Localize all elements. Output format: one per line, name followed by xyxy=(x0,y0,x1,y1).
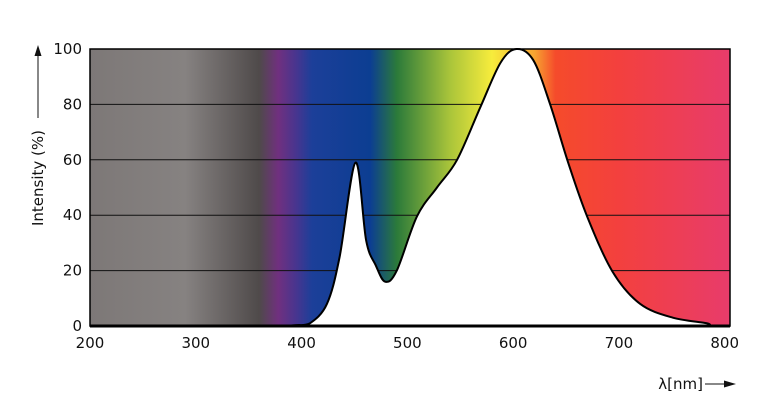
x-tick-label: 400 xyxy=(287,334,316,352)
x-tick-label: 600 xyxy=(499,334,528,352)
gridlines xyxy=(90,103,730,272)
x-tick-label: 700 xyxy=(605,334,634,352)
y-tick-label: 20 xyxy=(63,262,82,280)
y-tick-label: 40 xyxy=(63,206,82,224)
y-tick-label: 80 xyxy=(63,95,82,113)
x-tick-label: 300 xyxy=(181,334,210,352)
x-axis-arrow-icon xyxy=(705,380,736,388)
y-tick-label: 100 xyxy=(53,40,82,58)
x-tick-labels: 200 300 400 500 600 700 800 xyxy=(76,334,739,352)
y-axis-arrow-icon xyxy=(34,45,42,118)
y-axis-label: Intensity (%) xyxy=(29,130,47,226)
y-tick-label: 60 xyxy=(63,151,82,169)
y-tick-label: 0 xyxy=(72,317,82,335)
y-tick-labels: 0 20 40 60 80 100 xyxy=(53,40,82,335)
x-tick-label: 500 xyxy=(393,334,422,352)
x-tick-label: 800 xyxy=(710,334,739,352)
x-axis-label: λ[nm] xyxy=(658,375,703,393)
intensity-curve xyxy=(280,47,711,327)
x-tick-label: 200 xyxy=(76,334,105,352)
